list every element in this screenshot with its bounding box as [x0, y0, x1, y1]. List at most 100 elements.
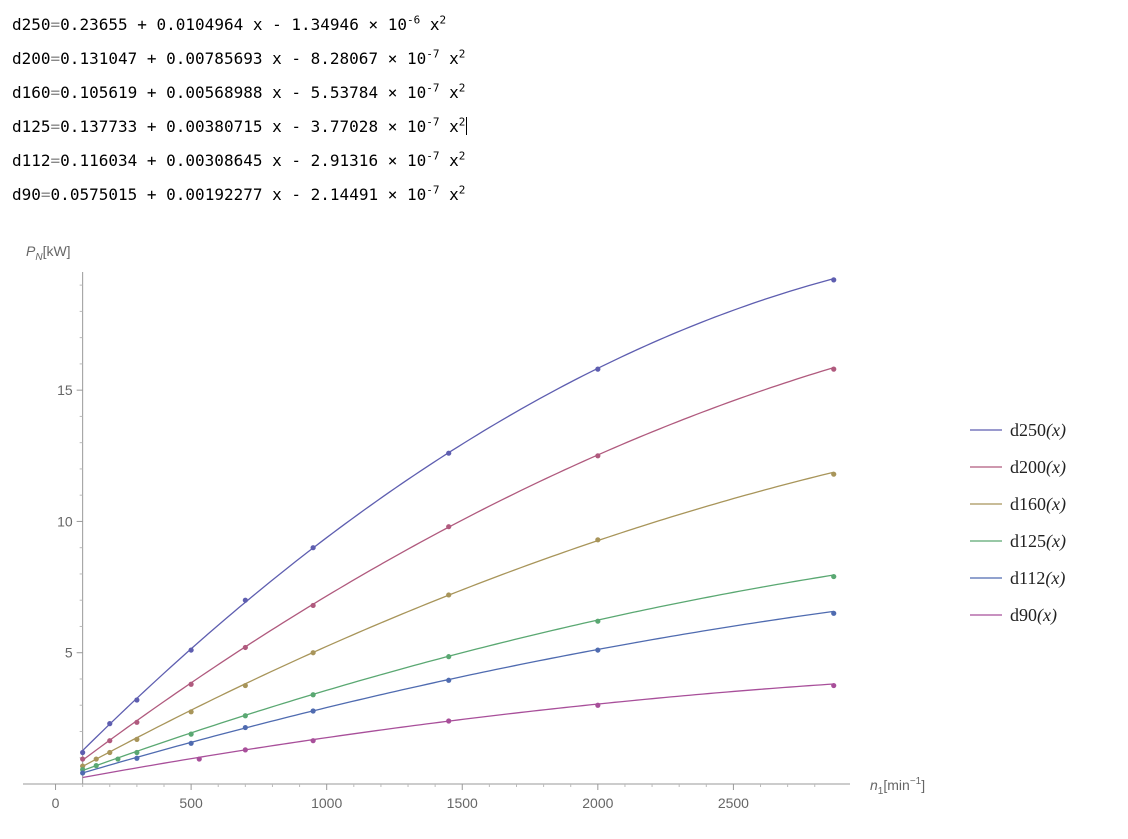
data-point-d160	[134, 736, 140, 742]
equation-c1: 0.00568988	[166, 83, 263, 102]
equation-exp: -7	[426, 183, 440, 197]
x-tick-label: 1000	[311, 795, 342, 811]
data-point-d112	[188, 740, 194, 746]
y-axis-title: PN[kW]	[26, 243, 71, 263]
equation-c2: 8.28067	[310, 49, 379, 68]
curve-d160	[82, 471, 834, 768]
equation-d250: d250=0.23655 + 0.0104964 x - 1.34946 × 1…	[12, 13, 447, 34]
data-point-d160	[188, 709, 194, 715]
data-point-d112	[446, 677, 452, 683]
equation-exp: -7	[426, 47, 440, 61]
legend-label-d112: d112(x)	[1010, 568, 1065, 589]
data-point-d125	[595, 618, 601, 624]
power-chart: PN[kW] n1[min−1] 0 500 1000 1500 2000 2500510…	[23, 243, 1066, 811]
data-point-d125	[831, 573, 837, 580]
data-points	[80, 277, 837, 776]
x-axis-sub: 1	[878, 786, 884, 797]
curves	[82, 278, 834, 779]
equation-c0: 0.105619	[60, 83, 138, 102]
legend-label-d90: d90(x)	[1010, 605, 1057, 626]
data-point-d90	[831, 682, 837, 689]
curve-d112	[82, 610, 834, 774]
data-point-d90	[595, 702, 601, 708]
data-point-d160	[831, 471, 837, 477]
data-point-d250	[80, 749, 86, 756]
equation-c0: 0.131047	[60, 49, 138, 68]
legend-label-d125: d125(x)	[1010, 531, 1066, 552]
x-tick-label: 1500	[447, 795, 478, 811]
data-point-d112	[831, 610, 837, 616]
svg-text:n1[min−1]: n1[min−1]	[870, 776, 925, 797]
data-point-d200	[310, 602, 316, 609]
legend: d250(x) d200(x) d160(x) d125(x) d112(x) d90(x…	[970, 420, 1066, 626]
data-point-d112	[134, 755, 140, 761]
x-tick-label: 500	[179, 795, 203, 811]
equation-exp: -7	[426, 149, 440, 163]
data-point-d112	[242, 724, 248, 731]
x-tick-label: 2000	[582, 795, 613, 811]
equation-d200: d200=0.131047 + 0.00785693 x - 8.28067 ×…	[12, 47, 466, 68]
data-point-d160	[107, 749, 113, 756]
svg-text:PN[kW]: PN[kW]	[26, 243, 71, 263]
data-point-d90	[196, 756, 202, 762]
equation-d125[interactable]: d125=0.137733 + 0.00380715 x - 3.77028 ×…	[12, 115, 468, 136]
data-point-d200	[595, 453, 601, 459]
data-point-d200	[80, 756, 86, 762]
data-point-d200	[134, 719, 140, 725]
data-point-d160	[310, 650, 316, 656]
data-point-d250	[831, 277, 837, 283]
equation-exp: -7	[426, 115, 440, 129]
data-point-d112	[310, 708, 316, 714]
data-point-d200	[242, 644, 248, 651]
y-tick-label: 15	[57, 382, 73, 398]
equation-name: d112	[12, 151, 51, 170]
equation-d112: d112=0.116034 + 0.00308645 x - 2.91316 ×…	[12, 149, 466, 170]
equation-name: d90	[12, 185, 41, 204]
data-point-d160	[446, 592, 452, 598]
equation-c2: 2.14491	[310, 185, 379, 204]
text-cursor	[466, 117, 468, 135]
equation-list: d250=0.23655 + 0.0104964 x - 1.34946 × 1…	[12, 8, 468, 212]
equation-exp: -7	[426, 81, 440, 95]
legend-label-d200: d200(x)	[1010, 457, 1066, 478]
x-axis-title: n1[min−1]	[870, 776, 925, 797]
data-point-d125	[242, 713, 248, 719]
x-axis-unit-close: ]	[921, 777, 925, 793]
data-point-d250	[188, 647, 194, 653]
data-point-d200	[831, 366, 837, 372]
y-axis-unit: [kW]	[43, 243, 71, 259]
equation-c2: 1.34946	[291, 15, 359, 34]
equation-c0: 0.23655	[60, 15, 128, 34]
data-point-d125	[310, 692, 316, 698]
equation-d160: d160=0.105619 + 0.00568988 x - 5.53784 ×…	[12, 81, 466, 102]
data-point-d112	[80, 770, 86, 776]
y-axis-symbol: P	[26, 243, 36, 259]
equation-c1: 0.00308645	[166, 151, 263, 170]
y-tick-label: 5	[65, 645, 73, 661]
equation-c1: 0.00785693	[166, 49, 263, 68]
data-point-d112	[595, 647, 601, 653]
equation-c1: 0.00192277	[166, 185, 263, 204]
data-point-d125	[115, 756, 121, 762]
equation-c2: 2.91316	[310, 151, 379, 170]
data-point-d250	[242, 597, 248, 603]
data-point-d160	[242, 682, 248, 689]
data-point-d250	[446, 450, 452, 456]
curve-d250	[82, 278, 834, 752]
data-point-d90	[242, 747, 248, 753]
data-point-d200	[446, 524, 452, 530]
data-point-d90	[310, 738, 316, 744]
data-point-d250	[595, 366, 601, 372]
legend-label-d250: d250(x)	[1010, 420, 1066, 441]
curve-d200	[82, 366, 834, 761]
legend-label-d160: d160(x)	[1010, 494, 1066, 515]
equation-c2: 3.77028	[310, 117, 379, 136]
equation-c0: 0.116034	[60, 151, 138, 170]
equation-d90: d90=0.0575015 + 0.00192277 x - 2.14491 ×…	[12, 183, 466, 204]
data-point-d250	[134, 697, 140, 703]
y-axis-sub: N	[35, 252, 43, 263]
data-point-d160	[93, 756, 99, 762]
y-tick-label: 10	[57, 513, 73, 529]
data-point-d125	[446, 654, 452, 660]
equation-c1: 0.00380715	[166, 117, 263, 136]
